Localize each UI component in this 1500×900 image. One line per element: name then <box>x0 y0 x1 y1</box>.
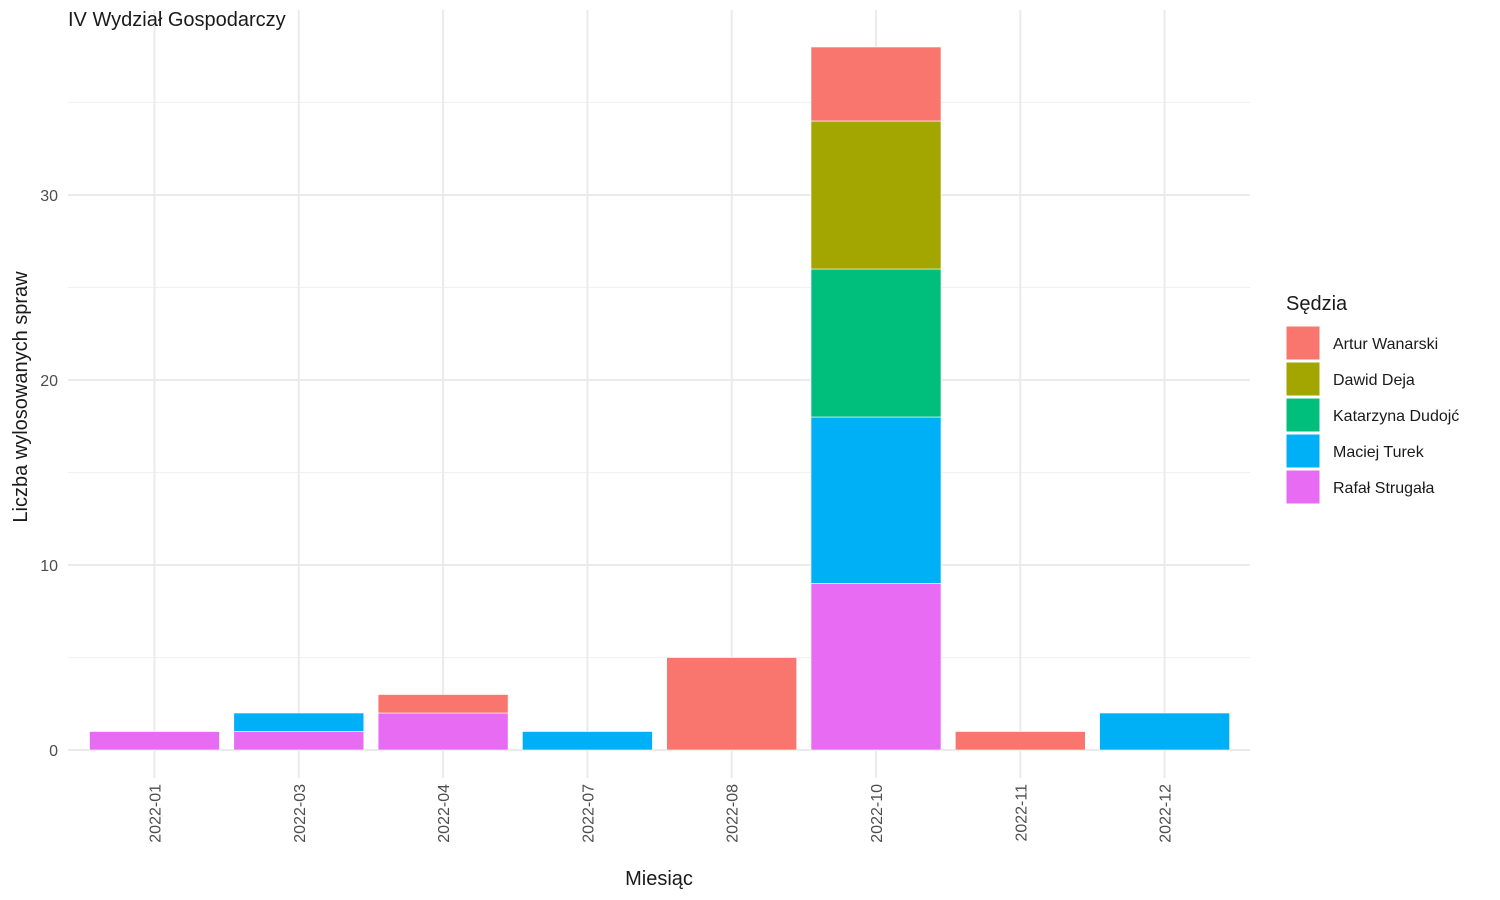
x-tick-label: 2022-08 <box>725 784 742 843</box>
x-tick-label: 2022-10 <box>869 784 886 843</box>
bar-segment <box>810 416 942 584</box>
x-axis-ticks: 2022-01 2022-03 2022-04 2022-07 2022-08 2022-… <box>148 784 1175 843</box>
bars <box>89 46 1230 751</box>
y-axis-ticks: 0 10 20 30 <box>40 188 58 760</box>
x-tick-label: 2022-04 <box>436 784 453 843</box>
bar-segment <box>666 657 798 751</box>
legend-label: Artur Wanarski <box>1333 336 1438 353</box>
legend-swatch <box>1285 469 1321 505</box>
x-tick-label: 2022-11 <box>1013 784 1030 842</box>
x-tick-label: 2022-03 <box>292 784 309 843</box>
legend-swatch <box>1285 361 1321 397</box>
legend-label: Rafał Strugała <box>1333 480 1434 497</box>
chart-title: IV Wydział Gospodarczy <box>68 9 286 31</box>
legend-swatch <box>1285 325 1321 361</box>
bar-segment <box>810 120 942 270</box>
bar-segment <box>1099 712 1230 751</box>
bar-segment <box>810 46 942 122</box>
y-tick-label: 30 <box>40 188 58 205</box>
grid <box>68 10 1250 778</box>
bar-segment <box>377 694 509 714</box>
y-tick-label: 0 <box>49 743 58 760</box>
legend-swatch <box>1285 397 1321 433</box>
x-tick-label: 2022-01 <box>148 784 165 843</box>
bar-segment <box>810 268 942 418</box>
x-axis-title: Miesiąc <box>625 868 693 890</box>
x-tick-label: 2022-12 <box>1158 784 1175 843</box>
legend-label: Dawid Deja <box>1333 372 1415 389</box>
y-tick-label: 10 <box>40 558 58 575</box>
legend-title: Sędzia <box>1286 293 1348 315</box>
bar-segment <box>89 731 220 751</box>
bar-segment <box>377 712 509 751</box>
y-axis-title: Liczba wylosowanych spraw <box>10 271 32 523</box>
bar-segment <box>233 731 365 751</box>
legend-label: Maciej Turek <box>1333 444 1425 461</box>
legend-label: Katarzyna Dudojć <box>1333 408 1459 425</box>
x-tick-label: 2022-07 <box>580 784 597 843</box>
legend-swatch <box>1285 433 1321 469</box>
legend: Sędzia Artur Wanarski Dawid Deja Katarzyna… <box>1285 293 1459 505</box>
bar-segment <box>522 731 653 751</box>
bar-segment <box>810 583 942 751</box>
bar-segment <box>233 712 365 732</box>
bar-segment <box>954 731 1086 751</box>
y-tick-label: 20 <box>40 373 58 390</box>
